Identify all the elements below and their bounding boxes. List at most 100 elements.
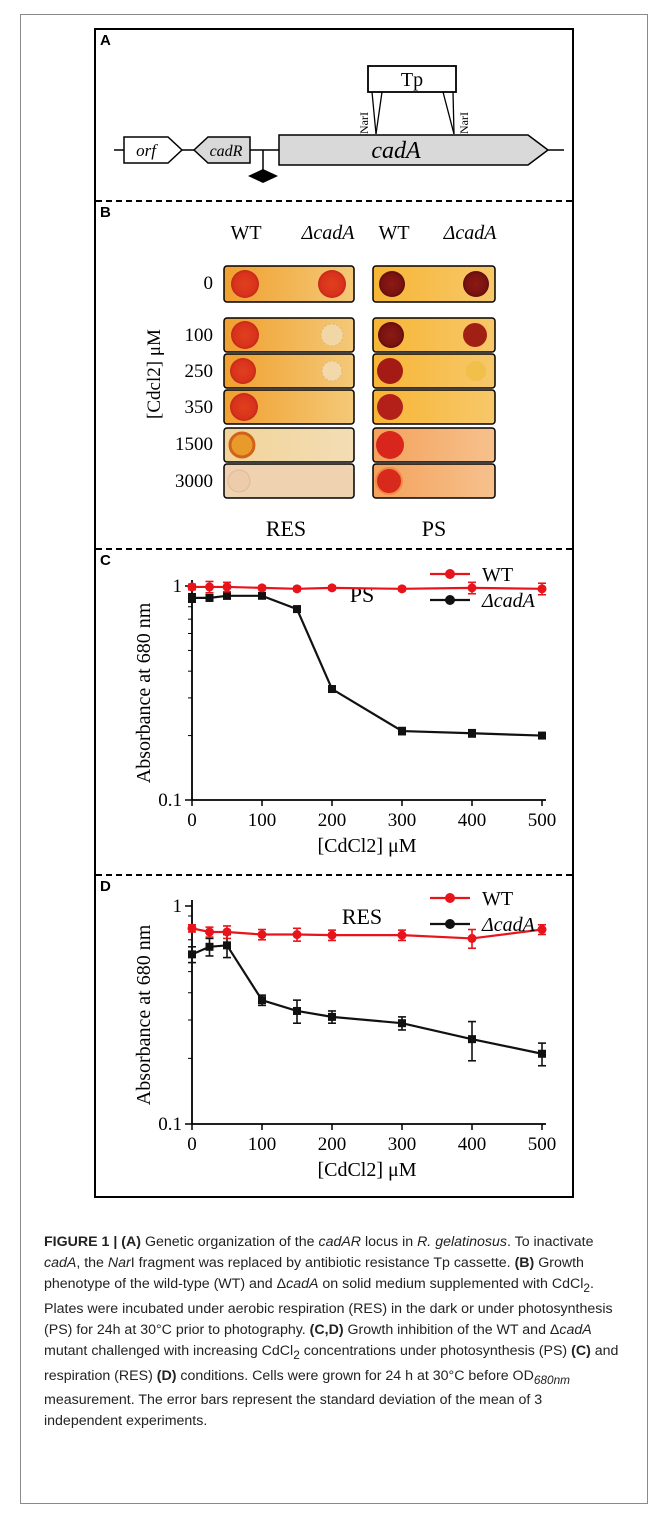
caption-tag-d: (D) xyxy=(156,1367,177,1384)
legend-label: ΔcadA xyxy=(481,590,536,612)
x-tick-label: 200 xyxy=(318,1134,347,1155)
legend-label: WT xyxy=(482,564,513,586)
caption-lead: FIGURE 1 | xyxy=(44,1234,122,1250)
data-point xyxy=(397,930,407,940)
col-header-cada-ps: ΔcadA xyxy=(443,222,498,244)
data-point xyxy=(292,930,302,940)
separator-cd xyxy=(96,874,572,876)
label-ps: PS xyxy=(422,516,446,541)
conc-1500: 1500 xyxy=(175,434,213,455)
plate-grid: WT ΔcadA WT ΔcadA 0 100 250 350 1500 300… xyxy=(144,222,498,541)
ps-growth-chart: 0 100 200 300 400 500 0.1 1 Absorbance at 680 nm… xyxy=(133,564,557,857)
figure: A orf cadR cadA Tp NarI NarI B xyxy=(94,28,574,1198)
data-point xyxy=(188,950,196,959)
caption-subscript: 2 xyxy=(293,1347,300,1362)
separator-ab xyxy=(96,200,572,202)
data-point xyxy=(397,584,407,594)
caption-text: concentrations under photosynthesis (PS) xyxy=(299,1342,572,1359)
data-point xyxy=(258,591,266,600)
x-tick-label: 100 xyxy=(248,810,277,831)
figure-caption: FIGURE 1 | (A) Genetic organization of t… xyxy=(44,1232,624,1432)
legend-marker xyxy=(445,893,455,903)
data-point xyxy=(187,582,197,592)
x-tick-label: 200 xyxy=(318,810,347,831)
x-tick-label: 500 xyxy=(528,1134,557,1155)
data-point xyxy=(257,930,267,940)
caption-gene: cadA xyxy=(559,1321,592,1338)
tp-cassette xyxy=(367,65,457,93)
caption-text: I fragment was replaced by antibiotic re… xyxy=(130,1255,515,1271)
y-tick-label: 1 xyxy=(173,576,183,597)
caption-gene: cadAR xyxy=(318,1234,362,1250)
caption-text: mutant challenged with increasing CdCl xyxy=(44,1342,294,1359)
caption-text: Growth inhibition of the WT and Δ xyxy=(343,1321,560,1338)
caption-tag-c: (C) xyxy=(571,1342,591,1359)
y-tick-label: 1 xyxy=(173,896,183,917)
x-tick-label: 300 xyxy=(388,1134,417,1155)
separator-bc xyxy=(96,548,572,550)
legend-label: ΔcadA xyxy=(481,914,536,936)
caption-text: locus in xyxy=(361,1234,418,1250)
caption-text: on solid medium supplemented with CdCl xyxy=(318,1276,584,1292)
x-tick-label: 0 xyxy=(187,1134,197,1155)
y-tick-label: 0.1 xyxy=(158,1114,182,1135)
conc-3000: 3000 xyxy=(175,471,213,492)
data-point xyxy=(222,927,232,937)
x-axis-label: [CdCl2] μM xyxy=(317,835,416,857)
panel-c-label: C xyxy=(100,552,111,569)
col-header-wt-res: WT xyxy=(230,222,261,244)
panel-a-label: A xyxy=(100,32,111,49)
data-point xyxy=(398,1019,406,1028)
caption-text: measurement. The error bars represent th… xyxy=(44,1392,543,1430)
data-point xyxy=(293,605,301,614)
cadr-gene xyxy=(192,136,251,164)
caption-tag-a: (A) xyxy=(121,1234,141,1250)
data-point xyxy=(205,582,214,592)
x-tick-label: 0 xyxy=(187,810,197,831)
data-point xyxy=(468,729,476,738)
cada-label: cadA xyxy=(371,138,421,164)
caption-gene: cadA xyxy=(44,1255,77,1271)
caption-tag-cd: (C,D) xyxy=(309,1321,344,1338)
ps-plates xyxy=(372,265,496,499)
caption-text: conditions. Cells were grown for 24 h at… xyxy=(176,1367,534,1384)
panel-c: C 0 100 200 300 400 500 0.1 1 Absorbance at 680 … xyxy=(96,550,572,874)
tp-label: Tp xyxy=(401,69,423,91)
data-point xyxy=(205,927,214,937)
legend-marker xyxy=(445,595,455,605)
panel-d-label: D xyxy=(100,878,111,895)
caption-text: Genetic organization of the xyxy=(141,1234,319,1250)
res-growth-chart: 0 100 200 300 400 500 0.1 1 Absorbance at 680 nm… xyxy=(133,888,557,1181)
x-tick-label: 400 xyxy=(458,810,487,831)
data-point xyxy=(187,923,197,933)
res-plates xyxy=(223,265,355,499)
x-tick-label: 500 xyxy=(528,810,557,831)
panel-a: A orf cadR cadA Tp NarI NarI xyxy=(96,30,572,200)
legend-label: WT xyxy=(482,888,513,910)
plate-ylabel: [Cdcl2] μM xyxy=(144,329,165,419)
data-point xyxy=(537,584,547,594)
y-axis-label: Absorbance at 680 nm xyxy=(133,924,155,1105)
caption-text: and respiration (RES) xyxy=(44,1342,619,1384)
col-header-cada-res: ΔcadA xyxy=(301,222,356,244)
series-line-1 xyxy=(191,944,543,1055)
data-point xyxy=(257,583,267,593)
cada-gene xyxy=(278,134,550,166)
data-point xyxy=(222,582,232,592)
data-point xyxy=(223,591,231,600)
x-axis-label: [CdCl2] μM xyxy=(317,1159,416,1181)
data-point xyxy=(537,925,547,935)
caption-text: , the xyxy=(76,1255,108,1271)
panel-b: B xyxy=(96,202,572,548)
cadr-label: cadR xyxy=(210,143,243,160)
legend-marker xyxy=(445,569,455,579)
caption-tag-b: (B) xyxy=(514,1255,535,1271)
caption-gene: cadA xyxy=(286,1276,319,1292)
data-point xyxy=(327,930,337,940)
data-point xyxy=(468,1035,476,1044)
conc-350: 350 xyxy=(185,397,214,418)
col-header-wt-ps: WT xyxy=(378,222,409,244)
conc-250: 250 xyxy=(185,361,214,382)
promoter-arrows xyxy=(248,169,278,183)
data-point xyxy=(327,583,337,593)
